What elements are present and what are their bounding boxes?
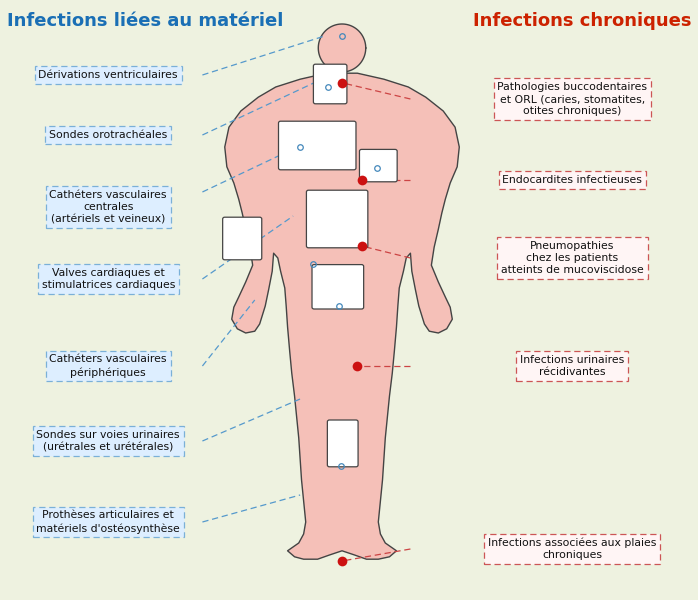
Text: Infections chroniques: Infections chroniques	[473, 12, 691, 30]
FancyBboxPatch shape	[327, 420, 358, 467]
Text: Valves cardiaques et
stimulatrices cardiaques: Valves cardiaques et stimulatrices cardi…	[41, 268, 175, 290]
Text: Sondes orotrachéales: Sondes orotrachéales	[49, 130, 168, 140]
Polygon shape	[225, 73, 459, 559]
FancyBboxPatch shape	[312, 265, 364, 309]
Text: Pathologies buccodentaires
et ORL (caries, stomatites,
otites chroniques): Pathologies buccodentaires et ORL (carie…	[498, 82, 647, 116]
Text: Prothèses articulaires et
matériels d'ostéosynthèse: Prothèses articulaires et matériels d'os…	[36, 511, 180, 533]
Text: Cathéters vasculaires
centrales
(artériels et veineux): Cathéters vasculaires centrales (artérie…	[50, 190, 167, 224]
Text: Sondes sur voies urinaires
(urétrales et urétérales): Sondes sur voies urinaires (urétrales et…	[36, 430, 180, 452]
Text: Infections liées au matériel: Infections liées au matériel	[7, 12, 283, 30]
FancyBboxPatch shape	[313, 64, 347, 104]
Text: Infections associées aux plaies
chroniques: Infections associées aux plaies chroniqu…	[488, 538, 657, 560]
FancyBboxPatch shape	[223, 217, 262, 260]
Text: Endocardites infectieuses: Endocardites infectieuses	[503, 175, 642, 185]
Text: Cathéters vasculaires
périphériques: Cathéters vasculaires périphériques	[50, 355, 167, 377]
Polygon shape	[318, 24, 366, 72]
Text: Pneumopathies
chez les patients
atteints de mucoviscidose: Pneumopathies chez les patients atteints…	[501, 241, 644, 275]
Text: Infections urinaires
récidivantes: Infections urinaires récidivantes	[520, 355, 625, 377]
FancyBboxPatch shape	[306, 190, 368, 248]
FancyBboxPatch shape	[359, 149, 397, 182]
Text: Dérivations ventriculaires: Dérivations ventriculaires	[38, 70, 178, 80]
FancyBboxPatch shape	[279, 121, 356, 170]
